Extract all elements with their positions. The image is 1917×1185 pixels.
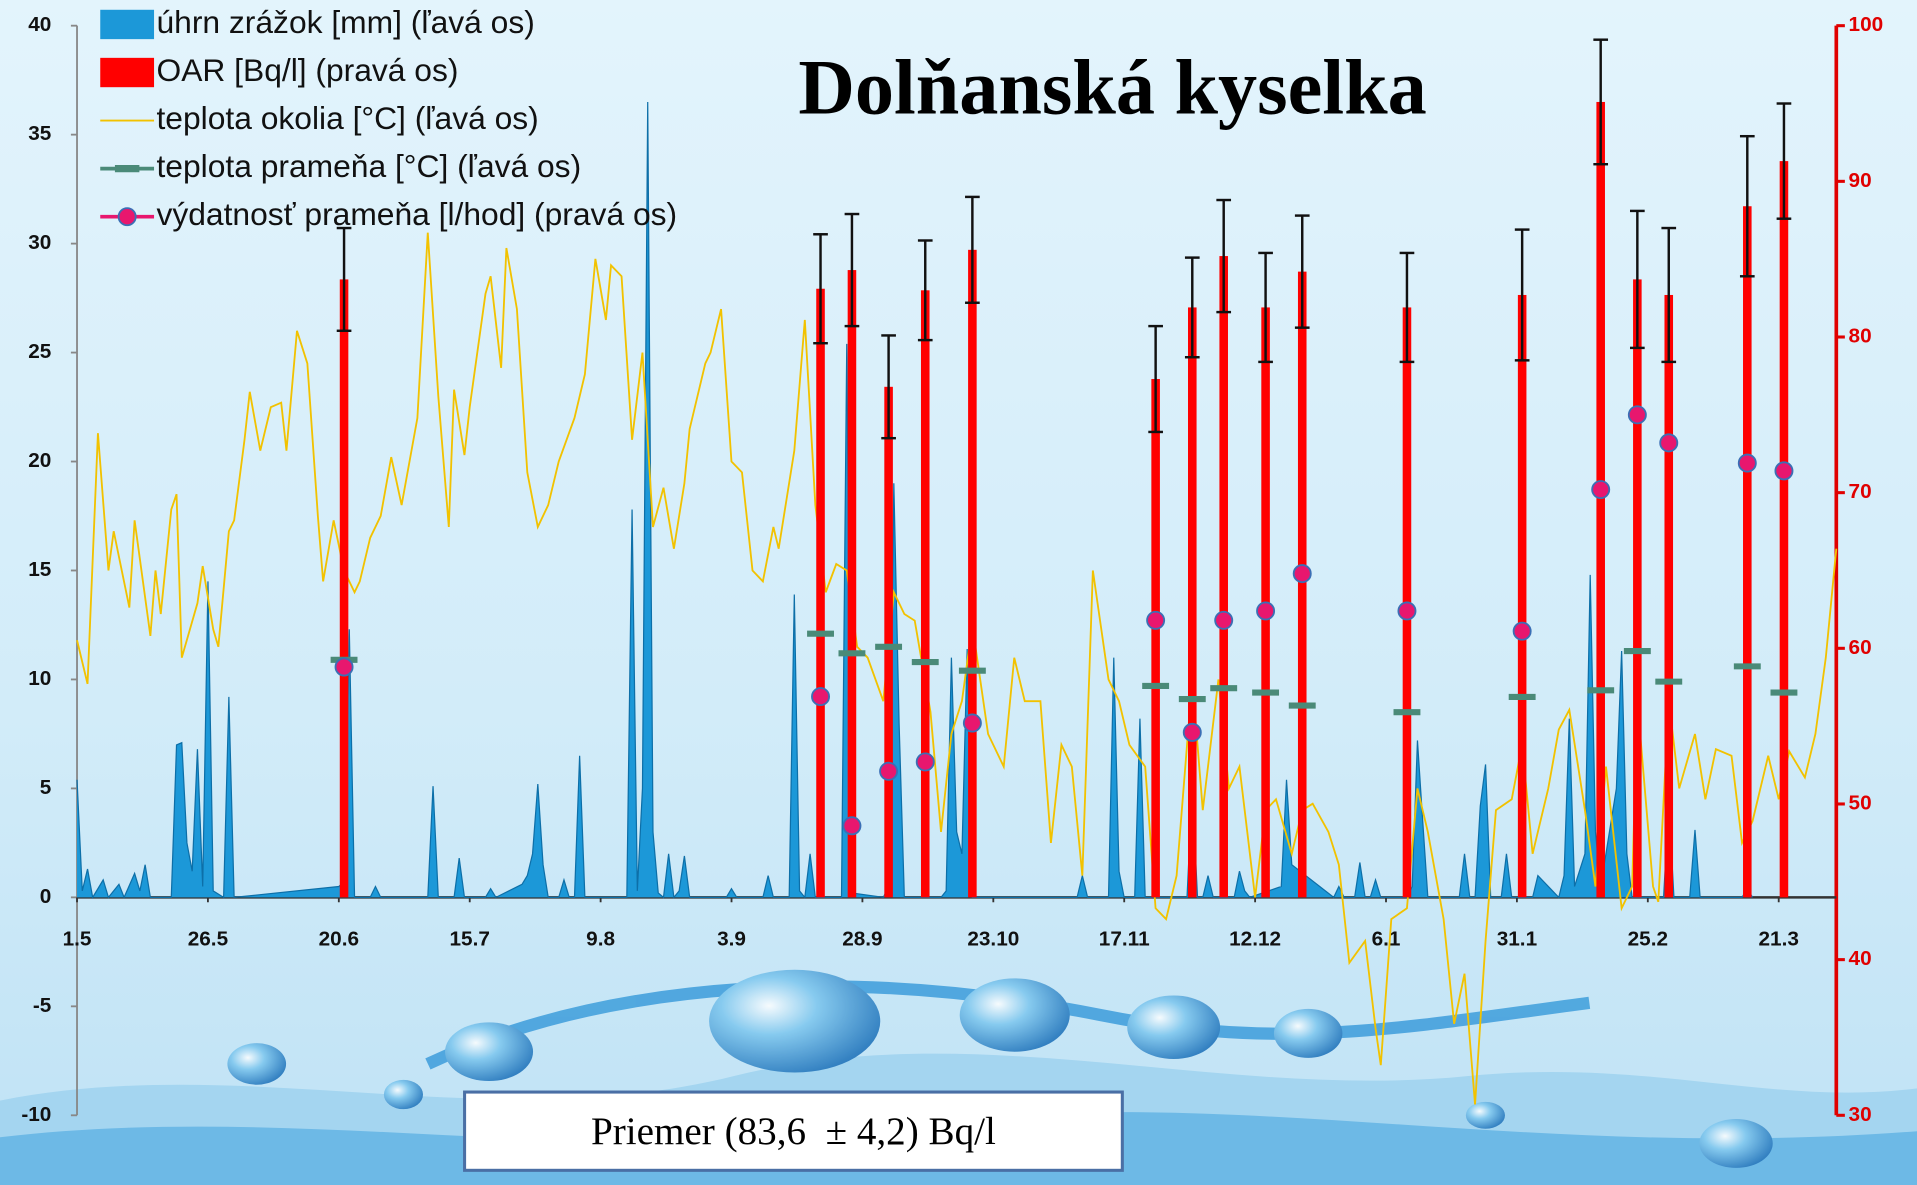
legend-swatch-mark	[119, 208, 136, 225]
yield-marker	[1514, 623, 1531, 640]
yield-marker	[335, 658, 352, 675]
x-tick-label: 1.5	[63, 928, 92, 951]
legend-label: OAR [Bq/l] (pravá os)	[156, 52, 458, 88]
legend-label: úhrn zrážok [mm] (ľavá os)	[156, 4, 534, 40]
x-tick-label: 3.9	[717, 928, 746, 951]
yield-marker	[1257, 602, 1274, 619]
x-tick-label: 28.9	[842, 928, 882, 951]
x-tick-label: 12.12	[1229, 928, 1281, 951]
y-tick-label: -10	[21, 1103, 51, 1126]
y-tick-label: 40	[28, 13, 51, 36]
yield-marker	[964, 714, 981, 731]
oar-bar	[1780, 161, 1789, 897]
x-tick-label: 9.8	[586, 928, 615, 951]
x-tick-label: 26.5	[188, 928, 228, 951]
oar-bar	[816, 289, 825, 898]
x-tick-label: 6.1	[1372, 928, 1401, 951]
legend-label: teplota prameňa [°C] (ľavá os)	[156, 148, 581, 184]
y-tick-label: 25	[28, 340, 51, 363]
y2-tick-label: 90	[1849, 169, 1872, 192]
y-tick-label: 5	[40, 776, 52, 799]
y2-tick-label: 50	[1849, 791, 1872, 814]
x-tick-label: 21.3	[1759, 928, 1799, 951]
yield-marker	[1660, 434, 1677, 451]
oar-bar	[1596, 102, 1605, 897]
oar-bar	[884, 387, 893, 898]
y-tick-label: 15	[28, 558, 51, 581]
oar-bar	[968, 250, 977, 898]
yield-marker	[1592, 481, 1609, 498]
y2-tick-label: 80	[1849, 324, 1872, 347]
y-tick-label: 30	[28, 231, 51, 254]
chart: -10 -5 0 5 10 15 20 25 30 35 40 30 40 50 60 70 80 90 100 1.…	[0, 0, 1917, 1185]
y2-tick-label: 60	[1849, 636, 1872, 659]
y2-tick-label: 30	[1849, 1103, 1872, 1126]
x-tick-label: 17.11	[1099, 928, 1150, 951]
oar-bar	[921, 290, 930, 897]
oar-bar	[1219, 256, 1228, 897]
y-tick-label: 0	[40, 885, 52, 908]
yield-marker	[812, 688, 829, 705]
yield-marker	[917, 753, 934, 770]
annotation: Priemer (83,6 ± 4,2) Bq/l	[591, 1110, 996, 1153]
oar-bar	[1188, 307, 1197, 897]
yield-marker	[1184, 724, 1201, 741]
yield-marker	[843, 817, 860, 834]
legend-label: výdatnosť prameňa [l/hod] (pravá os)	[156, 196, 677, 232]
yield-marker	[1739, 455, 1756, 472]
yield-marker	[880, 763, 897, 780]
chart-title: Dolňanská kyselka	[798, 43, 1426, 130]
y-tick-label: 35	[28, 122, 51, 145]
oar-bar	[848, 270, 857, 897]
x-tick-label: 31.1	[1497, 928, 1537, 951]
x-tick-label: 23.10	[967, 928, 1019, 951]
y-tick-label: 10	[28, 667, 51, 690]
yield-marker	[1147, 612, 1164, 629]
yield-marker	[1775, 462, 1792, 479]
oar-bar	[1298, 272, 1307, 898]
yield-marker	[1294, 565, 1311, 582]
y-tick-label: -5	[33, 994, 51, 1017]
oar-bar	[1151, 379, 1160, 897]
y2-tick-label: 100	[1849, 13, 1884, 36]
yield-marker	[1215, 612, 1232, 629]
yield-marker	[1629, 406, 1646, 423]
x-tick-label: 25.2	[1628, 928, 1668, 951]
oar-bar	[1664, 295, 1673, 897]
x-tick-label: 20.6	[319, 928, 359, 951]
oar-bar	[340, 279, 349, 897]
yield-marker	[1398, 602, 1415, 619]
y2-tick-label: 70	[1849, 480, 1872, 503]
legend-label: teplota okolia [°C] (ľavá os)	[156, 100, 538, 136]
oar-bar	[1743, 206, 1752, 897]
legend-swatch	[100, 58, 154, 87]
oar-bar	[1633, 279, 1642, 897]
legend-swatch	[100, 10, 154, 39]
x-tick-label: 15.7	[450, 928, 490, 951]
oar-bar	[1518, 295, 1527, 897]
page: {"chart_data": { "type": "combo", "title…	[0, 0, 1917, 1185]
y2-tick-label: 40	[1849, 947, 1872, 970]
y-tick-label: 20	[28, 449, 51, 472]
